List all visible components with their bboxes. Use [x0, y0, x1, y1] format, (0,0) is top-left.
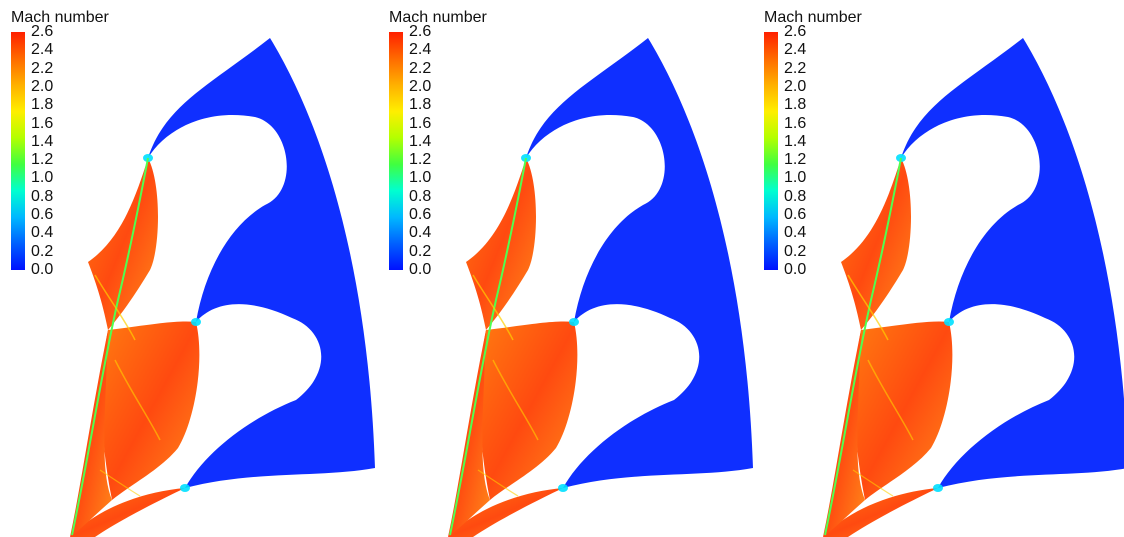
colorbar-tick-label: 0.2	[31, 242, 54, 260]
shock-line	[114, 359, 161, 441]
contour-panel-left: Mach number 2.6 2.4 2.2 2.0 1.8 1.6 1.4 1.2 1.0 0…	[0, 0, 375, 537]
contour-panel-middle: Mach number 2.6 2.4 2.2 2.0 1.8 1.6 1.4 1.2 1.0 0…	[378, 0, 753, 537]
subsonic-region	[148, 38, 375, 488]
shock-line	[472, 274, 514, 341]
supersonic-region	[88, 158, 158, 330]
colorbar-tick-label: 2.4	[31, 41, 54, 59]
colorbar-tick-label: 1.6	[31, 114, 54, 132]
colorbar-tick-label: 1.2	[31, 151, 54, 169]
supersonic-region	[101, 321, 200, 500]
colorbar-tick-label: 0.4	[409, 224, 432, 242]
colorbar-title: Mach number	[389, 9, 487, 26]
supersonic-region	[854, 321, 953, 500]
colorbar-tick-label: 2.6	[784, 23, 807, 40]
contour-panel-right: Mach number 2.6 2.4 2.2 2.0 1.8 1.6 1.4 1.2 1.0 0…	[753, 0, 1124, 537]
colorbar-tick-label: 2.0	[784, 77, 807, 95]
colorbar-tick-label: 1.6	[784, 114, 807, 132]
colorbar-tick-label: 2.2	[409, 59, 432, 77]
colorbar-title: Mach number	[11, 9, 109, 26]
mach-contour-plot	[70, 38, 375, 537]
sonic-throat	[944, 318, 954, 326]
colorbar-tick-label: 0.6	[409, 206, 432, 224]
colorbar-tick-label: 1.4	[31, 132, 54, 150]
colorbar-tick-label: 1.2	[409, 151, 432, 169]
colorbar	[764, 32, 778, 270]
colorbar-tick-label: 0.4	[31, 224, 54, 242]
colorbar-tick-label: 2.2	[784, 59, 807, 77]
colorbar-tick-label: 1.8	[31, 96, 54, 114]
shock-line	[94, 274, 136, 341]
shock-line	[477, 469, 519, 497]
colorbar-tick-label: 0.8	[784, 187, 807, 205]
colorbar-tick-label: 0.6	[784, 206, 807, 224]
colorbar-tick-label: 2.6	[409, 23, 432, 40]
colorbar-tick-label: 0.0	[784, 261, 807, 278]
shock-line	[852, 469, 894, 497]
colorbar-tick-label: 0.0	[409, 261, 432, 278]
colorbar-tick-label: 1.8	[409, 96, 432, 114]
shock-line	[99, 469, 141, 497]
sonic-throat	[933, 484, 943, 492]
subsonic-region	[526, 38, 753, 488]
colorbar-tick-label: 0.8	[31, 187, 54, 205]
colorbar-tick-label: 2.0	[31, 77, 54, 95]
mach-contour-plot	[823, 38, 1124, 537]
shock-line	[492, 359, 539, 441]
mach-contour-plot	[448, 38, 753, 537]
supersonic-region	[466, 158, 536, 330]
colorbar-tick-label: 0.2	[409, 242, 432, 260]
colorbar-tick-label: 0.8	[409, 187, 432, 205]
colorbar-tick-label: 2.4	[409, 41, 432, 59]
colorbar-tick-label: 1.4	[784, 132, 807, 150]
supersonic-region	[479, 321, 578, 500]
colorbar	[389, 32, 403, 270]
sonic-throat	[558, 484, 568, 492]
colorbar-title: Mach number	[764, 9, 862, 26]
colorbar-tick-label: 0.0	[31, 261, 54, 278]
colorbar-tick-label: 2.0	[409, 77, 432, 95]
colorbar-tick-label: 0.2	[784, 242, 807, 260]
colorbar-tick-label: 1.8	[784, 96, 807, 114]
supersonic-region	[823, 488, 938, 537]
colorbar	[11, 32, 25, 270]
colorbar-tick-label: 2.4	[784, 41, 807, 59]
shock-line	[867, 359, 914, 441]
colorbar-tick-label: 1.0	[784, 169, 807, 187]
colorbar-tick-label: 1.0	[31, 169, 54, 187]
supersonic-region	[841, 158, 911, 330]
shock-line	[847, 274, 889, 341]
colorbar-tick-label: 1.4	[409, 132, 432, 150]
colorbar-tick-label: 0.6	[31, 206, 54, 224]
sonic-throat	[180, 484, 190, 492]
colorbar-tick-label: 2.2	[31, 59, 54, 77]
colorbar-tick-label: 1.6	[409, 114, 432, 132]
sonic-throat	[569, 318, 579, 326]
colorbar-tick-label: 1.2	[784, 151, 807, 169]
colorbar-tick-label: 1.0	[409, 169, 432, 187]
sonic-throat	[191, 318, 201, 326]
subsonic-region	[901, 38, 1124, 488]
colorbar-tick-label: 2.6	[31, 23, 54, 40]
supersonic-region	[70, 488, 185, 537]
supersonic-region	[448, 488, 563, 537]
colorbar-tick-label: 0.4	[784, 224, 807, 242]
